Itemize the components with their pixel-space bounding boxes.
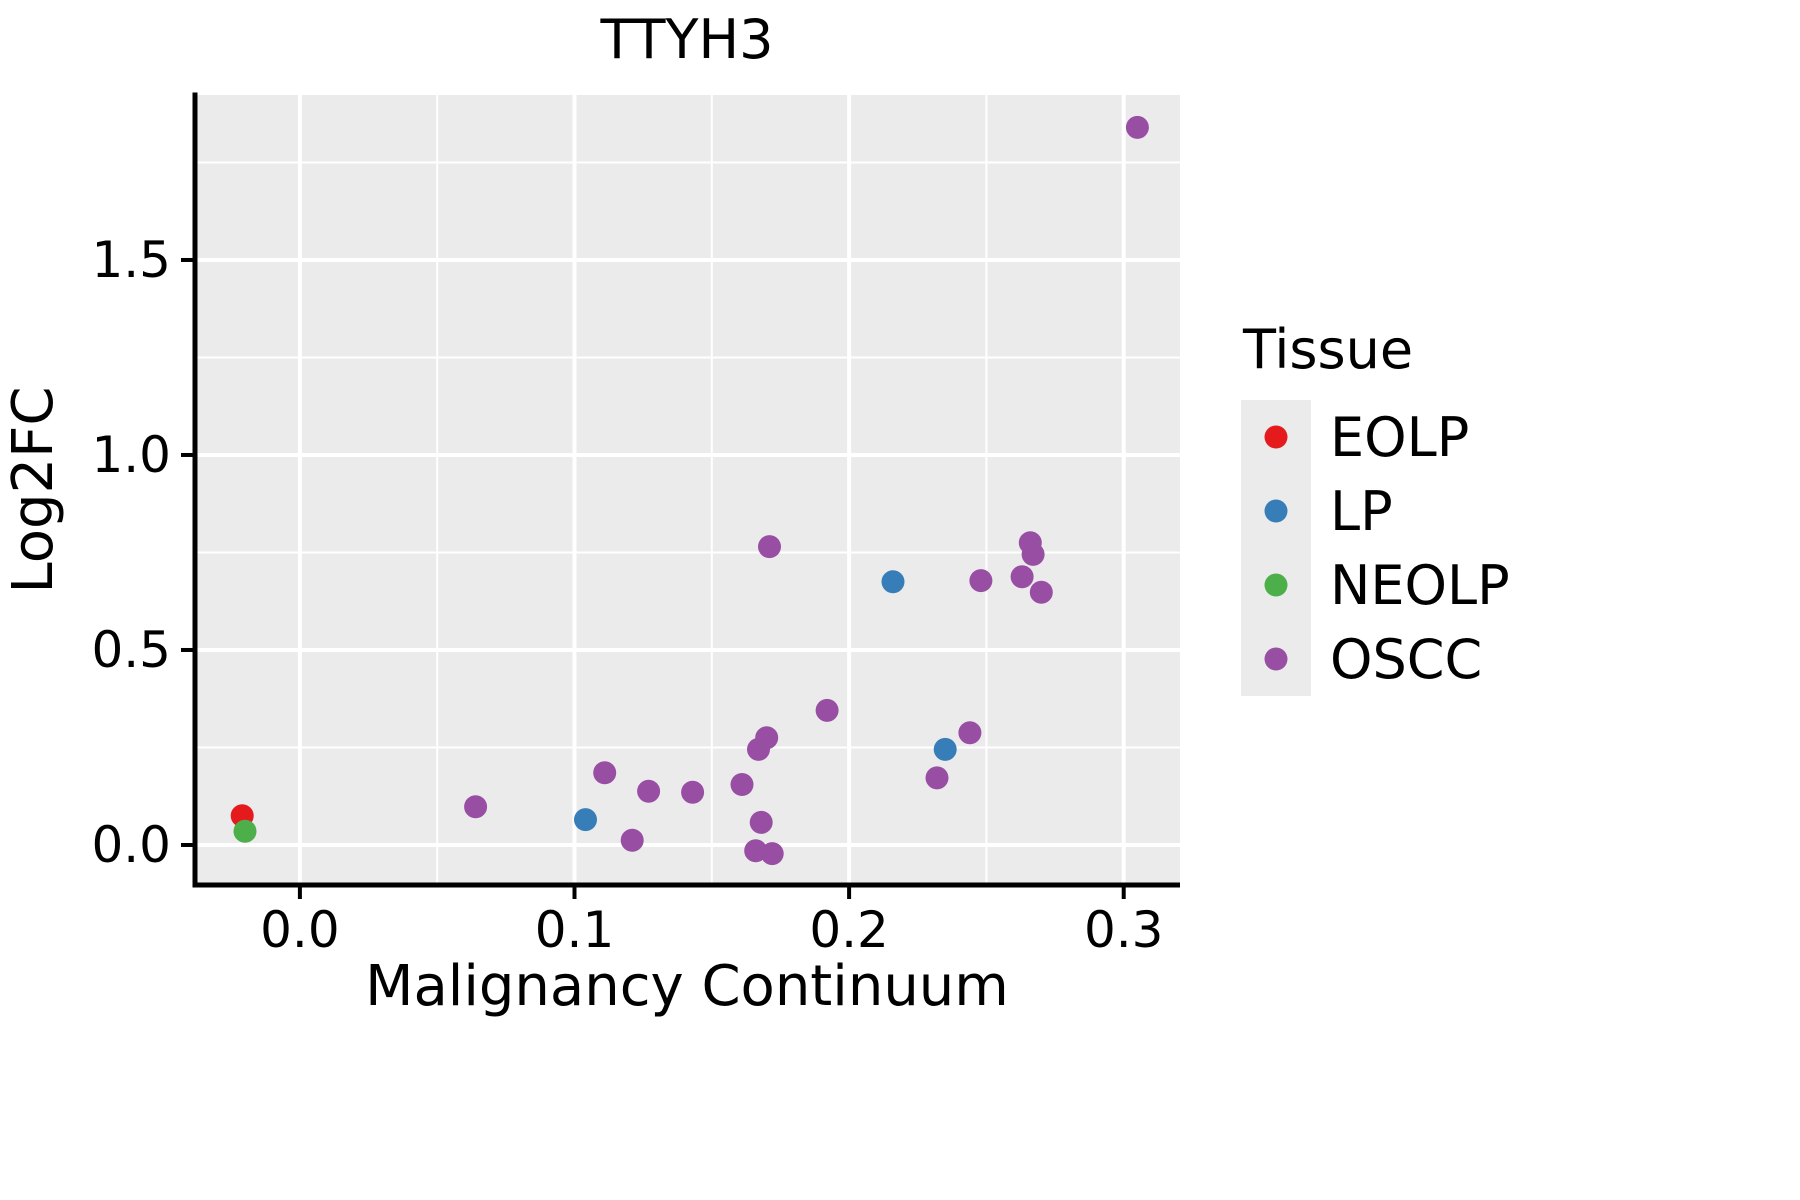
plot-panel (195, 95, 1180, 885)
legend-swatch-eolp (1264, 425, 1288, 449)
legend-swatch-neolp (1264, 573, 1288, 597)
data-point-oscc (1021, 542, 1045, 566)
data-point-oscc (760, 842, 784, 866)
x-axis-ticks: 0.0 0.1 0.2 0.3 (260, 885, 1163, 959)
y-axis-title: Log2FC (1, 387, 66, 594)
data-point-oscc (958, 721, 982, 745)
data-point-oscc (620, 828, 644, 852)
legend-label-eolp: EOLP (1330, 406, 1469, 469)
axis-lines (192, 92, 1180, 888)
data-point-oscc (969, 569, 993, 593)
data-point-oscc (1010, 565, 1034, 589)
data-point-lp (881, 570, 905, 594)
x-tick-label: 0.0 (260, 901, 340, 959)
y-axis-ticks: 0.0 0.5 1.0 1.5 (91, 231, 195, 874)
data-point-neolp (233, 819, 257, 843)
x-axis-title: Malignancy Continuum (365, 954, 1009, 1019)
x-tick-label: 0.2 (809, 901, 889, 959)
data-point-oscc (749, 810, 773, 834)
data-point-oscc (815, 698, 839, 722)
data-point-oscc (637, 779, 661, 803)
gridlines (195, 95, 1180, 885)
legend: Tissue EOLP LP NEOLP OSCC (1241, 318, 1510, 696)
data-point-oscc (1029, 580, 1053, 604)
data-point-oscc (925, 766, 949, 790)
data-points (230, 115, 1149, 866)
x-tick-label: 0.3 (1084, 901, 1164, 959)
x-tick-label: 0.1 (535, 901, 615, 959)
legend-title: Tissue (1242, 318, 1413, 381)
data-point-oscc (464, 795, 488, 819)
data-point-oscc (681, 780, 705, 804)
legend-label-lp: LP (1330, 480, 1393, 543)
data-point-oscc (730, 773, 754, 796)
legend-label-oscc: OSCC (1330, 628, 1482, 691)
data-point-oscc (758, 535, 781, 559)
y-tick-label: 1.0 (91, 426, 171, 484)
data-point-oscc (1125, 115, 1149, 139)
y-tick-label: 0.5 (91, 621, 171, 679)
legend-swatch-lp (1264, 499, 1288, 523)
data-point-lp (574, 808, 597, 832)
chart-title: TTYH3 (600, 8, 774, 71)
data-point-lp (933, 737, 957, 761)
y-tick-label: 0.0 (91, 816, 171, 874)
legend-swatch-oscc (1264, 647, 1288, 671)
y-tick-label: 1.5 (91, 231, 171, 289)
legend-label-neolp: NEOLP (1330, 554, 1510, 617)
data-point-oscc (593, 761, 617, 785)
data-point-oscc (755, 726, 779, 750)
